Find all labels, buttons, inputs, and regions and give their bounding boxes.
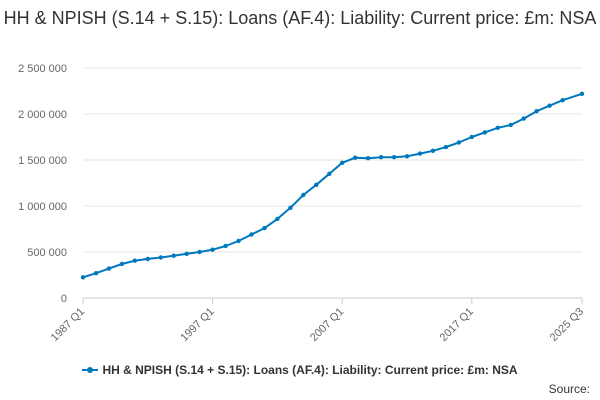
y-tick-label: 0 bbox=[61, 293, 67, 305]
x-tick-label: 2007 Q1 bbox=[308, 306, 346, 344]
data-point bbox=[119, 261, 125, 267]
data-point bbox=[184, 251, 189, 256]
data-point bbox=[93, 271, 99, 276]
data-point bbox=[145, 256, 150, 262]
x-tick-label: 1987 Q1 bbox=[49, 306, 87, 344]
data-point bbox=[430, 148, 436, 153]
x-axis bbox=[82, 297, 583, 304]
x-axis-ticks: 1987 Q1 1997 Q1 2007 Q1 2017 Q1 2025 Q3 bbox=[49, 306, 586, 344]
x-tick-label: 2017 Q1 bbox=[438, 306, 476, 344]
y-axis-ticks: 0 500 000 1 000 000 1 500 000 2 000 000 2 500… bbox=[18, 63, 67, 305]
data-point bbox=[547, 103, 552, 108]
data-point bbox=[534, 109, 539, 114]
gridlines bbox=[83, 67, 582, 299]
x-tick-label: 2025 Q3 bbox=[548, 306, 586, 344]
data-point bbox=[353, 155, 358, 160]
data-point bbox=[106, 266, 112, 271]
legend-label: HH & NPISH (S.14 + S.15): Loans (AF.4): … bbox=[102, 363, 518, 377]
data-point bbox=[275, 216, 280, 222]
data-point bbox=[443, 144, 449, 150]
series-line-group bbox=[80, 91, 585, 280]
data-point bbox=[158, 255, 163, 260]
data-point bbox=[378, 155, 384, 160]
x-tick-label: 1997 Q1 bbox=[178, 306, 216, 344]
data-point bbox=[404, 154, 410, 159]
data-point bbox=[365, 156, 371, 161]
data-point bbox=[327, 171, 332, 176]
data-point bbox=[249, 232, 254, 237]
data-point bbox=[482, 130, 487, 135]
data-point bbox=[560, 98, 565, 103]
legend[interactable]: HH & NPISH (S.14 + S.15): Loans (AF.4): … bbox=[0, 363, 600, 377]
data-point bbox=[469, 134, 474, 140]
y-tick-label: 500 000 bbox=[27, 247, 67, 259]
y-tick-label: 1 500 000 bbox=[18, 155, 67, 167]
y-tick-label: 2 000 000 bbox=[18, 109, 67, 121]
y-tick-label: 2 500 000 bbox=[18, 63, 67, 75]
data-point bbox=[579, 91, 585, 97]
data-point bbox=[301, 192, 306, 198]
data-point bbox=[417, 151, 423, 156]
data-point bbox=[262, 225, 267, 231]
data-point bbox=[223, 243, 228, 249]
chart-title: HH & NPISH (S.14 + S.15): Loans (AF.4): … bbox=[3, 8, 597, 28]
legend-swatch bbox=[82, 367, 99, 373]
data-point bbox=[288, 205, 293, 210]
data-point bbox=[80, 275, 86, 280]
data-point bbox=[495, 125, 500, 130]
data-point bbox=[391, 155, 397, 160]
data-point bbox=[521, 116, 526, 121]
y-tick-label: 1 000 000 bbox=[18, 201, 67, 213]
series-line bbox=[82, 92, 583, 279]
data-point bbox=[132, 258, 137, 263]
data-point bbox=[340, 160, 345, 165]
data-point bbox=[197, 249, 202, 255]
data-point bbox=[236, 238, 241, 244]
data-point bbox=[171, 253, 176, 258]
data-point bbox=[210, 247, 215, 252]
data-point bbox=[456, 140, 462, 145]
data-point bbox=[508, 122, 513, 128]
data-point bbox=[314, 182, 319, 187]
source-label: Source: bbox=[548, 382, 590, 396]
